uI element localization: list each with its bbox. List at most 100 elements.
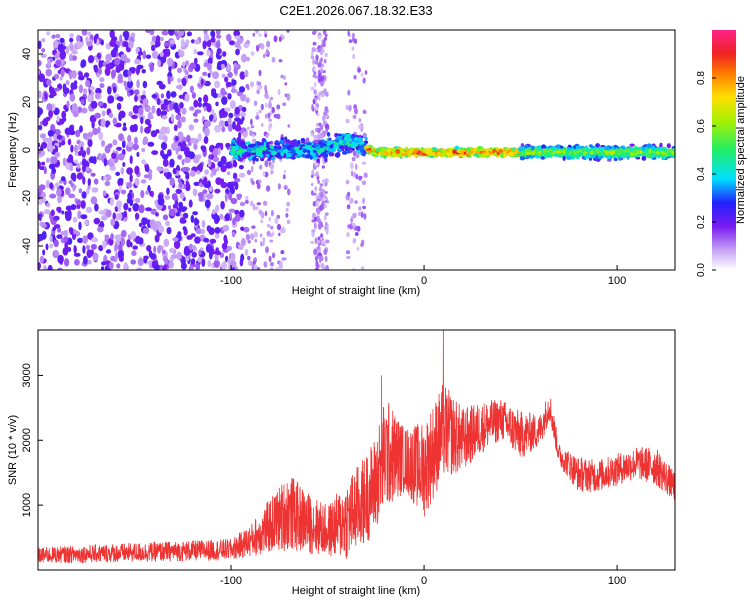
spectrogram-cell (606, 154, 611, 159)
spectrogram-cell (54, 87, 60, 92)
spectrogram-cell (245, 233, 250, 241)
spectrogram-cell (93, 217, 101, 225)
spectrogram-cell (282, 257, 287, 261)
spectrogram-cell (108, 162, 115, 167)
spectrogram-cell (641, 156, 647, 161)
spectrogram-cell (118, 212, 123, 221)
spectrogram-cell (56, 134, 63, 140)
spectrogram-cell (264, 113, 268, 119)
spectrogram-cell (348, 39, 352, 44)
spectrogram-cell (274, 217, 279, 225)
spectrogram-cell (311, 30, 317, 35)
spectrogram-cell (198, 249, 202, 255)
spectrogram-cell (212, 92, 218, 99)
spectrogram-cell (38, 59, 42, 67)
spectrogram-cell (49, 234, 53, 243)
spectrogram-cell (251, 180, 255, 185)
spectrogram-cell (262, 200, 268, 206)
spectrogram-cell (144, 164, 150, 172)
spectrogram-cell (317, 77, 322, 82)
spectrogram-cell (41, 38, 46, 43)
spectrogram-cell (115, 251, 119, 260)
spectrogram-cell (118, 185, 122, 193)
spectrogram-cell (370, 152, 377, 155)
spectrogram-cell (400, 150, 405, 154)
spectrogram-cell (314, 255, 318, 262)
spectrogram-cell (45, 179, 50, 189)
snr-plot-area (38, 330, 675, 570)
spectrogram-cell (68, 180, 73, 185)
spectrogram-cell (237, 149, 243, 153)
spectrogram-cell (193, 118, 199, 123)
spectrogram-cell (38, 107, 43, 116)
spectrogram-cell (268, 255, 272, 263)
spectrogram-cell (203, 94, 209, 104)
spectrogram-cell (225, 245, 233, 252)
spectrogram-cell (250, 118, 253, 126)
spectrogram-cell (355, 173, 359, 180)
spectrogram-cell (286, 30, 290, 33)
spectrogram-cell (557, 150, 561, 154)
spectrogram-cell (52, 39, 60, 49)
spectrogram-cell (317, 179, 320, 184)
spectrogram-cell (317, 252, 322, 257)
spectrogram-cell (122, 41, 129, 47)
spectrogram-cell (277, 183, 281, 190)
spectrogram-cell (428, 149, 433, 153)
spectrogram-cell (222, 51, 227, 57)
spectrogram-cell (54, 52, 60, 59)
spectrogram-cell (327, 140, 334, 145)
spectrogram-cell (348, 104, 352, 112)
spectrogram-cell (145, 54, 152, 59)
spectrogram-cell (253, 231, 258, 238)
spectrogram-cell (197, 101, 202, 108)
spectrogram-cell (310, 241, 315, 244)
spectrogram-cell (141, 217, 147, 226)
spectrogram-cell (302, 148, 308, 153)
spectrogram-cell (38, 233, 42, 243)
spectrogram-cell (166, 90, 171, 100)
spectrogram-cell (171, 142, 178, 151)
y-tick-label: -40 (21, 238, 33, 254)
spectrogram-cell (142, 80, 148, 89)
spectrogram-cell (182, 226, 187, 231)
spectrogram-cell (590, 150, 594, 155)
spectrogram-cell (181, 77, 187, 87)
colorbar-tick-label: 0.8 (696, 71, 707, 85)
spectrogram-cell (71, 49, 78, 55)
spectrogram-cell (519, 156, 526, 161)
spectrogram-cell (72, 184, 77, 190)
spectrogram-cell (105, 209, 112, 218)
spectrogram-cell (173, 102, 179, 111)
spectrogram-cell (371, 147, 375, 151)
spectrogram-cell (188, 199, 193, 208)
spectrogram-cell (102, 190, 107, 197)
spectrogram-cell (349, 197, 354, 204)
spectrogram-cell (203, 33, 210, 42)
spectrogram-cell (214, 124, 222, 133)
spectrogram-cell (566, 155, 571, 160)
spectrogram-cell (206, 39, 212, 48)
spectrogram-cell (193, 39, 200, 45)
spectrogram-cell (164, 41, 170, 47)
spectrogram-cell (178, 94, 184, 99)
spectrogram-cell (140, 116, 144, 125)
spectrogram-cell (137, 258, 144, 267)
spectrogram-cell (39, 133, 47, 139)
spectrogram-cell (358, 124, 362, 130)
spectrogram-cell (192, 137, 197, 144)
spectrogram-cell (168, 260, 174, 269)
spectrogram-cell (315, 260, 319, 268)
spectrogram-cell (141, 69, 146, 74)
spectrogram-cell (42, 249, 46, 256)
spectrogram-cell (239, 201, 246, 207)
spectrogram-cell (280, 35, 285, 40)
spectrogram-cell (358, 206, 362, 211)
spectrogram-cell (473, 147, 478, 152)
spectrogram-cell (118, 244, 123, 252)
spectrogram-cell (69, 33, 74, 38)
spectrogram-cell (646, 143, 652, 148)
spectrogram-cell (317, 35, 322, 40)
spectrogram-cell (273, 113, 278, 119)
spectrogram-cell (87, 259, 92, 265)
